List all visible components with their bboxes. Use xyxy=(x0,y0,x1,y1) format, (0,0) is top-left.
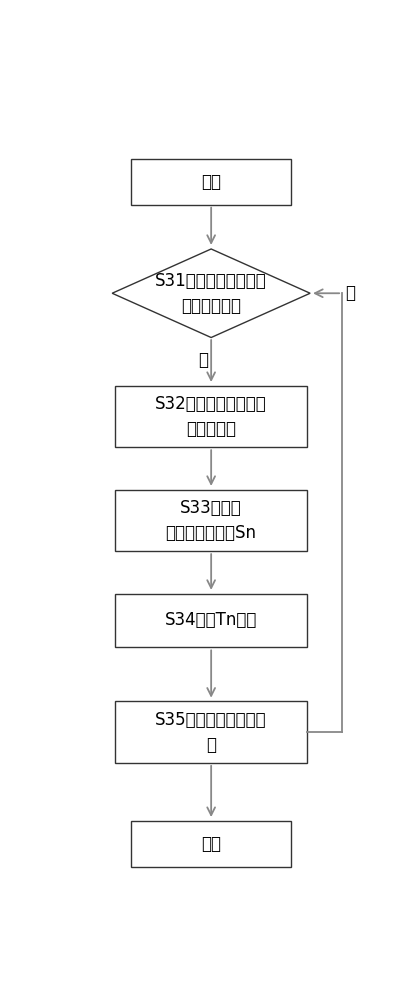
Text: 结束: 结束 xyxy=(201,835,221,853)
FancyBboxPatch shape xyxy=(131,821,291,867)
FancyBboxPatch shape xyxy=(115,594,307,647)
Text: S35，旋转壳体继续关
闭: S35，旋转壳体继续关 闭 xyxy=(155,711,267,754)
Text: 开始: 开始 xyxy=(201,173,221,191)
Polygon shape xyxy=(112,249,310,338)
Text: S34，停Tn时间: S34，停Tn时间 xyxy=(165,611,258,630)
Text: S32，壳体往闭合前面
板方向运动: S32，壳体往闭合前面 板方向运动 xyxy=(155,395,267,438)
Text: S33，壳体
表面距面板距离Sn: S33，壳体 表面距面板距离Sn xyxy=(166,499,257,542)
Text: S31，监测是否接收到
空调关机信号: S31，监测是否接收到 空调关机信号 xyxy=(155,272,267,315)
Text: 否: 否 xyxy=(345,284,355,302)
FancyBboxPatch shape xyxy=(115,701,307,763)
Text: 是: 是 xyxy=(198,351,208,369)
FancyBboxPatch shape xyxy=(115,490,307,551)
FancyBboxPatch shape xyxy=(115,386,307,447)
FancyBboxPatch shape xyxy=(131,158,291,205)
